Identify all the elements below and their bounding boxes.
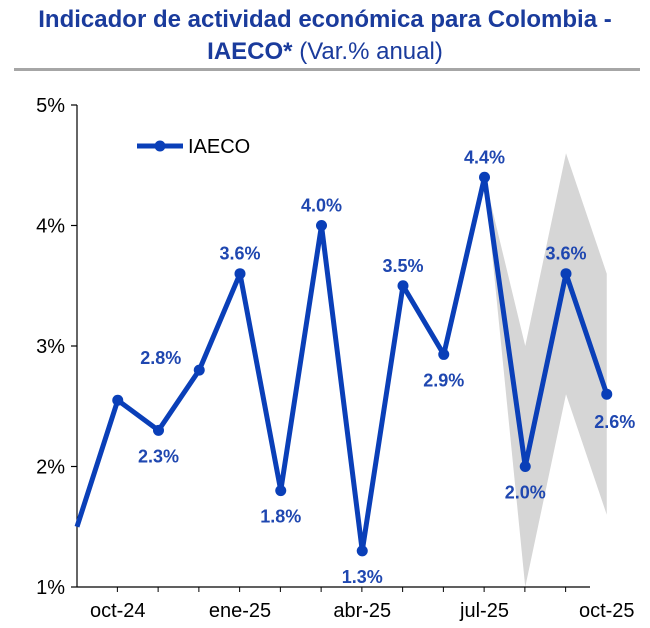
data-point — [560, 268, 572, 280]
series-line-iaeco — [74, 174, 610, 554]
data-label: 1.3% — [342, 567, 383, 587]
data-point — [356, 545, 368, 557]
data-label: 4.0% — [301, 196, 342, 216]
data-label: 1.8% — [260, 507, 301, 527]
legend-swatch-marker — [154, 140, 166, 152]
legend: IAECO — [137, 136, 250, 158]
data-label: 3.5% — [382, 256, 423, 276]
data-label: 4.4% — [464, 147, 505, 167]
title-line-2: IAECO* (Var.% anual) — [0, 36, 650, 68]
data-label: 2.6% — [594, 412, 635, 432]
data-point — [601, 388, 613, 400]
x-tick-label: oct-25 — [579, 600, 635, 622]
data-point — [479, 171, 490, 183]
data-label: 2.3% — [138, 446, 179, 466]
title-line-2-bold: IAECO* — [207, 38, 293, 65]
data-point — [153, 424, 164, 436]
data-point — [234, 268, 246, 280]
axes: 1% 2% 3% 4% 5% oct-24 ene-25 abr-25 jul-25 oct-25 — [36, 95, 634, 622]
x-tick-label: ene-25 — [209, 600, 271, 622]
x-tick-label: oct-24 — [90, 600, 146, 622]
data-label: 2.9% — [423, 370, 464, 390]
x-tick-label: abr-25 — [333, 600, 391, 622]
series-layer — [74, 171, 613, 557]
data-point — [275, 485, 287, 497]
x-tick-label: jul-25 — [459, 600, 509, 622]
data-label: 3.6% — [545, 244, 586, 264]
title-line-2-normal: (Var.% anual) — [292, 38, 443, 65]
y-tick-label: 1% — [36, 577, 65, 599]
y-tick-label: 4% — [36, 216, 65, 238]
data-label: 2.8% — [140, 348, 181, 368]
data-point — [193, 364, 205, 376]
title-divider — [14, 68, 640, 71]
title-line-1: Indicador de actividad económica para Co… — [38, 6, 612, 33]
data-label: 2.0% — [505, 483, 546, 503]
data-label: 3.6% — [219, 244, 260, 264]
y-tick-label: 3% — [36, 336, 65, 358]
y-tick-label: 5% — [36, 95, 65, 117]
data-point — [316, 220, 327, 231]
legend-label: IAECO — [188, 136, 250, 158]
data-point — [397, 280, 409, 292]
y-tick-label: 2% — [36, 457, 65, 479]
data-point — [519, 461, 531, 472]
chart-title: Indicador de actividad económica para Co… — [0, 4, 650, 68]
data-labels: 2.3% 2.8% 3.6% 1.8% 4.0% 1.3% 3.5% 2.9% 4.4% 2.0%… — [138, 147, 635, 587]
data-point — [112, 394, 124, 406]
data-point — [438, 348, 450, 360]
